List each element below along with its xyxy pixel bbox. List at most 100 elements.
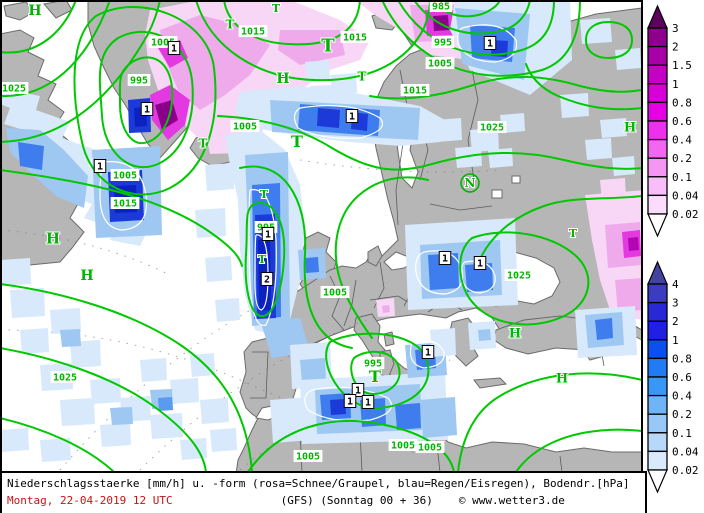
snow-graupel-scale-cell	[647, 138, 668, 159]
rain-freezing-rain-scale-tick-label: 4	[672, 278, 679, 291]
lake-ladoga	[491, 189, 503, 199]
caption-copyright: © www.wetter3.de	[458, 494, 565, 507]
snow-graupel-scale-tick-label: 0.6	[672, 115, 692, 128]
precip-label-bg	[343, 394, 357, 408]
isobar-label-bg	[431, 36, 455, 48]
precip-label: 1	[144, 105, 150, 116]
precip-label: 1	[425, 348, 431, 359]
rain-freezing-rain-scale-tick-label: 0.02	[672, 464, 699, 477]
isobar-label: 1025	[480, 123, 504, 134]
isobar-label-bg	[293, 450, 323, 462]
low-pressure-symbol: T	[369, 367, 381, 386]
rain-freezing-rain-scale-arrow-down	[647, 469, 668, 494]
isobar-label-bg	[238, 25, 268, 37]
precip-label-bg	[345, 109, 359, 123]
isobar-label: 1005	[113, 171, 137, 182]
precip-label-bg	[438, 251, 452, 265]
isobar-label: 995	[434, 38, 452, 49]
lake-onega	[511, 175, 521, 184]
precip-label-bg	[261, 227, 275, 241]
snow-graupel-scale-tick-label: 2	[672, 41, 679, 54]
precip-label: 1	[171, 44, 177, 55]
precip-label-bg	[421, 345, 435, 359]
precip-label: 1	[347, 397, 353, 408]
weather-map: 1025995100510051015101510151005101510259…	[0, 0, 643, 474]
caption-box: Niederschlagsstaerke [mm/h] u. -form (ro…	[0, 471, 647, 513]
isobar-label: 1025	[53, 373, 77, 384]
caption-model: (GFS) (Sonntag 00 + 36)	[280, 494, 433, 507]
precip-label-bg	[351, 383, 365, 397]
caption-line2: Montag, 22-04-2019 12 UTC (GFS) (Sonntag…	[7, 492, 640, 509]
precip-label: 2	[264, 275, 270, 286]
rain-freezing-rain-scale-cell	[647, 283, 668, 304]
low-pressure-symbol: T	[199, 136, 208, 150]
precip-label: 1	[442, 254, 448, 265]
map-labels: 1025995100510051015101510151005101510259…	[2, 2, 637, 463]
precip-label-bg	[361, 395, 375, 409]
snow-graupel-scale-tick-label: 0.2	[672, 152, 692, 165]
low-pressure-symbol: T	[321, 35, 335, 56]
precip-label-bg	[93, 159, 107, 173]
snow-graupel-scale-cell	[647, 45, 668, 66]
isobar-label: 1015	[343, 33, 367, 44]
isobar-label: 1005	[233, 122, 257, 133]
high-pressure-symbol: H	[46, 229, 60, 247]
isobar-label-bg	[230, 120, 260, 132]
isobar-label: 1025	[2, 84, 26, 95]
land-denmark	[367, 245, 383, 267]
rain-freezing-rain-scale-cell	[647, 339, 668, 360]
snow-graupel-scale-tick-label: 3	[672, 22, 679, 35]
precip-label: 1	[365, 398, 371, 409]
caption-line1: Niederschlagsstaerke [mm/h] u. -form (ro…	[7, 477, 630, 490]
snow-graupel-scale-tick-label: 0.4	[672, 134, 692, 147]
precip-legends: 3 2 1.5 1 0.8 0.6 0.4 0.2 0.1 0.04 0.02 4 3 2 1 0.8 0.6 0…	[647, 4, 699, 494]
snow-graupel-scale-cell	[647, 157, 668, 178]
isobar-label-bg	[425, 57, 455, 69]
rain-freezing-rain-scale-tick-label: 2	[672, 315, 679, 328]
snow-graupel-scale-cell	[647, 176, 668, 197]
isobars	[2, 2, 641, 472]
isobar-label-bg	[400, 84, 430, 96]
snow-graupel-scale-tick-label: 1	[672, 78, 679, 91]
isobar-label: 1005	[428, 59, 452, 70]
rain-freezing-rain-scale-cell	[647, 450, 668, 471]
low-pressure-symbol: T	[258, 253, 267, 266]
low-pressure-symbol: T	[569, 227, 578, 240]
isobar-label: 1005	[391, 441, 415, 452]
isobar-label: 1005	[418, 443, 442, 454]
low-pressure-symbol: T	[260, 188, 269, 201]
rain-freezing-rain-scale-cell	[647, 376, 668, 397]
isobar-label: 1025	[507, 271, 531, 282]
rain-freezing-rain-scale-tick-label: 1	[672, 334, 679, 347]
snow-graupel-scale-arrow-down	[647, 213, 668, 238]
snow-graupel-scale-cell	[647, 83, 668, 104]
rain-freezing-rain-scale-tick-label: 0.6	[672, 371, 692, 384]
isobar-label-bg	[429, 2, 453, 12]
isobar-label: 995	[364, 359, 382, 370]
high-pressure-symbol: H	[556, 372, 568, 387]
rain-freezing-rain-scale-cell	[647, 413, 668, 434]
isobar-label-bg	[361, 357, 385, 369]
isobar-label: 985	[432, 2, 450, 13]
rain-freezing-rain-scale-tick-label: 0.1	[672, 427, 692, 440]
high-pressure-symbol: H	[276, 71, 289, 87]
high-pressure-symbol: H	[80, 268, 93, 284]
land-crete	[473, 377, 508, 389]
rain-freezing-rain-scale-cell	[647, 357, 668, 378]
snow-graupel-scale-arrow-up	[647, 4, 668, 29]
precip-label: 1	[355, 386, 361, 397]
isobar-label-bg	[320, 286, 350, 298]
precip-label: 1	[477, 259, 483, 270]
precip-label: 1	[97, 162, 103, 173]
isobar-label-bg	[340, 31, 370, 43]
isobar-label-bg	[415, 441, 445, 453]
precip-label: 1	[487, 39, 493, 50]
low-pressure-symbol: T	[291, 132, 303, 151]
rain-freezing-rain-scale-tick-label: 0.8	[672, 352, 692, 365]
isobar-label-bg	[50, 371, 80, 383]
compass-n: N	[465, 176, 476, 190]
snow-graupel-scale-cell	[647, 120, 668, 141]
precip-label: 1	[265, 230, 271, 241]
precip-label-bg	[260, 272, 274, 286]
